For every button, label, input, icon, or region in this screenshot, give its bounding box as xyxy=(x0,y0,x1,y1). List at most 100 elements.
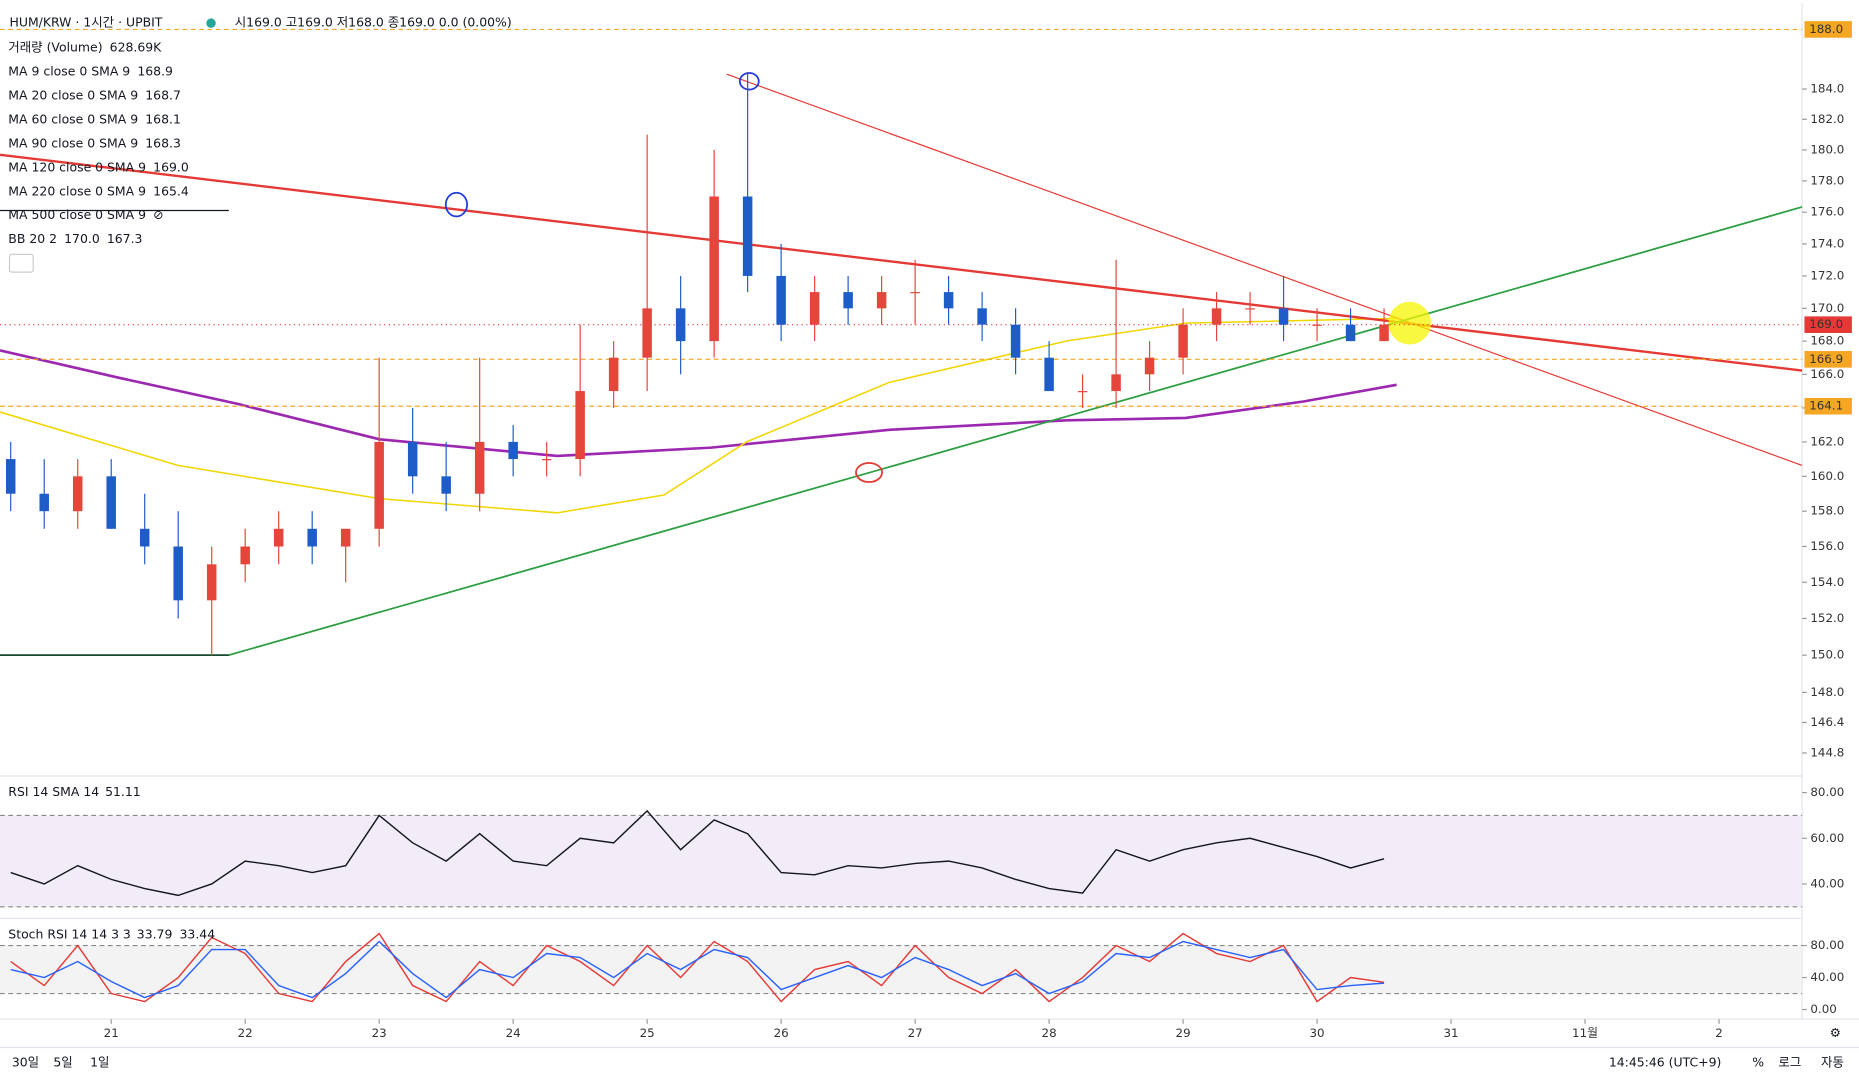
trendline xyxy=(0,153,1803,372)
price-tag xyxy=(1804,21,1852,38)
legend-value: 168.1 xyxy=(145,111,181,126)
candle-body xyxy=(474,441,485,494)
legend-name: MA 60 close 0 SMA 9 xyxy=(8,111,138,126)
x-tick-label: 27 xyxy=(908,1026,923,1040)
ma220-line xyxy=(0,349,1397,458)
ma60-line xyxy=(0,317,1397,514)
annotation-circle xyxy=(738,72,760,91)
candle-body xyxy=(340,528,351,547)
y-tick-label: 152.0 xyxy=(1810,611,1844,625)
y-tick-label: 150.0 xyxy=(1810,648,1844,662)
legend-value: 628.69K xyxy=(110,40,163,55)
candle-body xyxy=(407,441,418,477)
pane-title: RSI 14 SMA 14 xyxy=(8,784,99,799)
x-tick-label: 11월 xyxy=(1572,1026,1598,1040)
y-tick-label: 182.0 xyxy=(1810,112,1844,126)
status-dot xyxy=(206,18,216,28)
percent-toggle[interactable]: % xyxy=(1752,1054,1764,1069)
legend-name: MA 120 close 0 SMA 9 xyxy=(8,159,146,174)
pane-title: Stoch RSI 14 14 3 3 xyxy=(8,926,131,941)
y-tick-label: 148.0 xyxy=(1810,685,1844,699)
candle-body xyxy=(5,459,16,494)
candle-body xyxy=(642,308,652,358)
range-button[interactable]: 5일 xyxy=(53,1054,72,1069)
price-tag xyxy=(1804,397,1852,415)
legend-value: 167.3 xyxy=(107,231,143,246)
legend-name: BB 20 2 xyxy=(8,231,57,246)
y-tick-label: 184.0 xyxy=(1810,82,1844,96)
legend-value: 169.0 xyxy=(153,159,189,174)
auto-toggle[interactable]: 자동 xyxy=(1821,1054,1844,1069)
y-tick-label: 174.0 xyxy=(1810,236,1844,250)
price-tag-label: 166.9 xyxy=(1809,352,1843,366)
candle-body xyxy=(173,546,183,601)
trendline xyxy=(726,73,1803,466)
candle-body xyxy=(977,308,987,325)
candle-body xyxy=(541,459,552,461)
candle-body xyxy=(910,292,920,294)
x-tick-label: 22 xyxy=(238,1026,253,1040)
legend-name: MA 20 close 0 SMA 9 xyxy=(8,87,138,102)
legend-value: 168.9 xyxy=(137,64,173,79)
hidden-icon: ⊘ xyxy=(153,207,163,222)
candle-body xyxy=(508,441,518,460)
x-tick-label: 24 xyxy=(506,1026,521,1040)
y-tick-label: 158.0 xyxy=(1810,504,1844,518)
x-tick-label: 29 xyxy=(1176,1026,1191,1040)
y-tick-label: 80.00 xyxy=(1810,785,1844,799)
legend-name: 거래량 (Volume) xyxy=(8,40,102,55)
oscillator-line xyxy=(10,809,1385,897)
candle-body xyxy=(575,391,585,460)
legend-name: MA 9 close 0 SMA 9 xyxy=(8,64,130,79)
y-tick-label: 160.0 xyxy=(1810,469,1844,483)
y-tick-label: 144.8 xyxy=(1810,745,1844,759)
highlight xyxy=(1388,301,1432,345)
candle-body xyxy=(709,196,719,342)
y-tick-label: 172.0 xyxy=(1810,268,1844,282)
ohlc: 시169.0 고169.0 저168.0 종169.0 0.0 (0.00%) xyxy=(235,15,512,30)
x-tick-label: 2 xyxy=(1715,1026,1723,1040)
candle-body xyxy=(374,441,384,529)
oscillator-line xyxy=(10,940,1385,999)
candle-body xyxy=(843,292,853,309)
price-tag-label: 188.0 xyxy=(1809,22,1843,36)
y-tick-label: 170.0 xyxy=(1810,301,1844,315)
y-tick-label: 0.00 xyxy=(1810,1002,1836,1016)
settings-icon[interactable]: ⚙ xyxy=(1830,1025,1841,1040)
y-tick-label: 176.0 xyxy=(1810,205,1844,219)
candle-body xyxy=(1312,324,1322,326)
candle-body xyxy=(307,528,317,547)
pane-value: 33.79 xyxy=(137,926,173,941)
annotation-circle xyxy=(855,462,883,483)
x-tick-label: 31 xyxy=(1444,1026,1459,1040)
y-tick-label: 80.00 xyxy=(1810,938,1844,952)
candle-body xyxy=(1345,324,1356,342)
candle-body xyxy=(776,275,786,325)
range-button[interactable]: 30일 xyxy=(12,1054,39,1069)
legend-name: MA 500 close 0 SMA 9 xyxy=(8,207,146,222)
candle-body xyxy=(742,196,753,276)
candle-body xyxy=(441,476,451,494)
legend-name: MA 220 close 0 SMA 9 xyxy=(8,183,146,198)
legend-value: 165.4 xyxy=(153,183,189,198)
pane-value: 51.11 xyxy=(105,784,141,799)
pane-value: 33.44 xyxy=(180,926,216,941)
band xyxy=(0,815,1803,907)
range-button[interactable]: 1일 xyxy=(90,1054,109,1069)
legend-value: 168.3 xyxy=(145,135,181,150)
candle-body xyxy=(1044,357,1054,392)
price-tag xyxy=(1804,351,1852,368)
collapse-button[interactable] xyxy=(8,253,34,273)
candle-body xyxy=(1379,324,1389,342)
y-tick-label: 168.0 xyxy=(1810,334,1844,348)
legend-value: 168.7 xyxy=(145,87,181,102)
candle-body xyxy=(1144,357,1155,375)
y-tick-label: 154.0 xyxy=(1810,575,1844,589)
price-tag xyxy=(1804,316,1852,333)
x-tick-label: 25 xyxy=(640,1026,655,1040)
candle-body xyxy=(39,493,49,512)
x-tick-label: 23 xyxy=(372,1026,387,1040)
log-toggle[interactable]: 로그 xyxy=(1778,1054,1801,1069)
candle-body xyxy=(1278,308,1289,325)
